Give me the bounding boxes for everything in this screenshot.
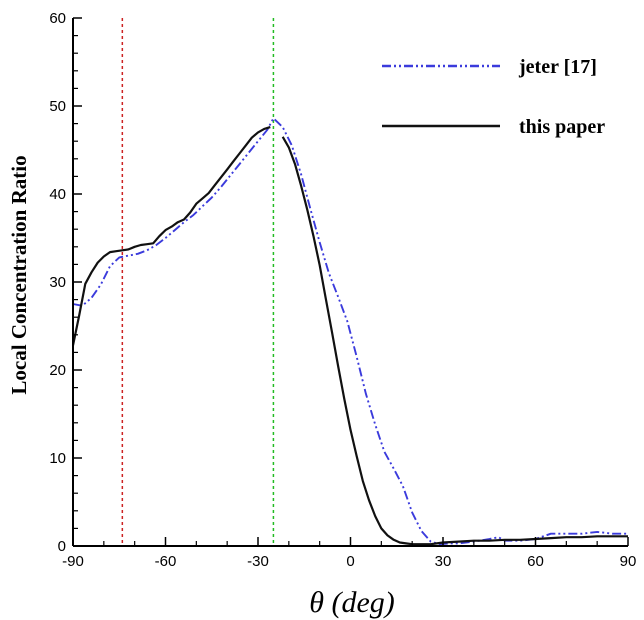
y-tick-label: 40	[49, 186, 66, 203]
series-line-jeter	[72, 117, 628, 546]
x-tick-label: -60	[155, 553, 177, 570]
y-tick-label: 30	[49, 274, 66, 291]
series-line-this-paper	[71, 126, 628, 546]
legend-label-jeter: jeter [17]	[518, 56, 597, 78]
legend-item-jeter: jeter [17]	[382, 56, 597, 78]
reference-lines	[121, 18, 275, 546]
axes-frame	[72, 18, 628, 547]
y-tick-label: 10	[49, 450, 66, 467]
series-lines	[71, 117, 628, 546]
y-tick-label: 60	[49, 10, 66, 27]
legend: jeter [17] this paper	[382, 56, 605, 138]
x-tick-label: -30	[247, 553, 269, 570]
y-tick-label: 20	[49, 362, 66, 379]
y-axis-title: Local Concentration Ratio	[7, 155, 31, 394]
x-axis-ticks: -90 -60 -30 0 30 60 90	[62, 537, 636, 570]
x-tick-label: -90	[62, 553, 84, 570]
y-tick-label: 50	[49, 98, 66, 115]
x-axis-title: θ (deg)	[309, 586, 395, 619]
y-tick-label: 0	[58, 538, 66, 555]
x-axis-title-text: θ (deg)	[309, 586, 395, 619]
x-tick-label: 90	[620, 553, 637, 570]
x-tick-label: 0	[346, 553, 354, 570]
legend-label-this-paper: this paper	[519, 116, 605, 138]
y-axis-ticks: 0 10 20 30 40 50 60	[49, 10, 82, 555]
x-tick-label: 60	[527, 553, 544, 570]
plot-area: -90 -60 -30 0 30 60 90 0 10 20 30 40 50 60	[49, 10, 636, 570]
x-tick-label: 30	[435, 553, 452, 570]
legend-item-this-paper: this paper	[382, 116, 605, 138]
